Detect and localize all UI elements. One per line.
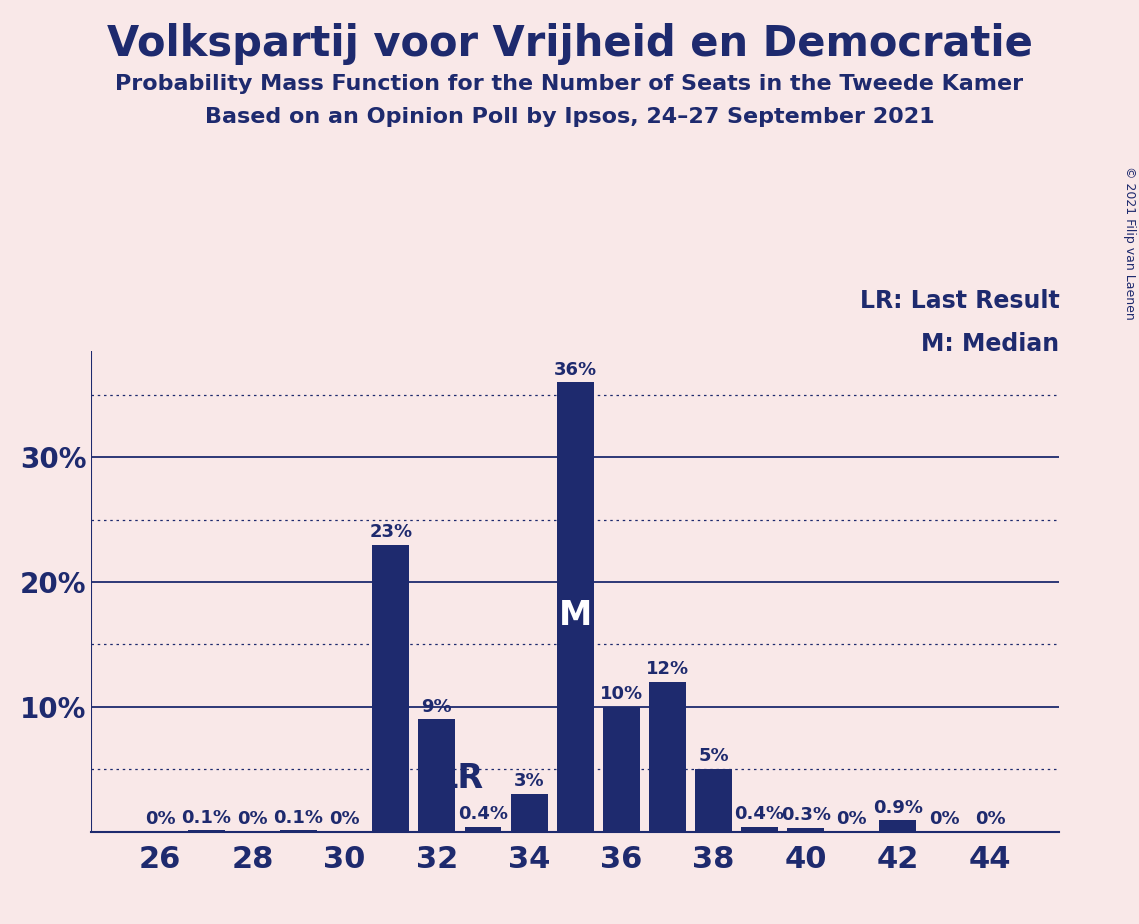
Text: M: Median: M: Median [921, 332, 1059, 356]
Bar [418, 719, 456, 832]
Text: Volkspartij voor Vrijheid en Democratie: Volkspartij voor Vrijheid en Democratie [107, 23, 1032, 65]
Text: 12%: 12% [646, 660, 689, 678]
Text: Based on an Opinion Poll by Ipsos, 24–27 September 2021: Based on an Opinion Poll by Ipsos, 24–27… [205, 107, 934, 128]
Text: 0%: 0% [928, 809, 959, 828]
Text: 0.4%: 0.4% [458, 805, 508, 823]
Text: 0%: 0% [329, 809, 360, 828]
Text: 36%: 36% [554, 360, 597, 379]
Text: 0.1%: 0.1% [181, 808, 231, 827]
Text: M: M [558, 600, 592, 632]
Bar [557, 383, 593, 832]
Bar [372, 544, 409, 832]
Text: 3%: 3% [514, 772, 544, 790]
Text: 10%: 10% [600, 685, 642, 703]
Text: 0.4%: 0.4% [735, 805, 785, 823]
Bar [510, 794, 548, 832]
Bar [695, 769, 732, 832]
Bar [649, 682, 686, 832]
Text: LR: LR [436, 762, 483, 796]
Text: 5%: 5% [698, 748, 729, 765]
Text: 9%: 9% [421, 698, 452, 715]
Text: 0.3%: 0.3% [780, 806, 830, 824]
Bar [603, 707, 640, 832]
Text: 0.9%: 0.9% [872, 798, 923, 817]
Bar [188, 831, 224, 832]
Bar [741, 827, 778, 832]
Text: © 2021 Filip van Laenen: © 2021 Filip van Laenen [1123, 166, 1137, 320]
Text: LR: Last Result: LR: Last Result [860, 288, 1059, 312]
Text: 0%: 0% [975, 809, 1006, 828]
Text: 0.1%: 0.1% [273, 808, 323, 827]
Bar [787, 828, 825, 832]
Text: 0%: 0% [145, 809, 175, 828]
Text: 23%: 23% [369, 523, 412, 541]
Text: 0%: 0% [836, 809, 867, 828]
Text: Probability Mass Function for the Number of Seats in the Tweede Kamer: Probability Mass Function for the Number… [115, 74, 1024, 94]
Text: 0%: 0% [237, 809, 268, 828]
Bar [280, 831, 317, 832]
Bar [879, 821, 917, 832]
Bar [465, 827, 501, 832]
